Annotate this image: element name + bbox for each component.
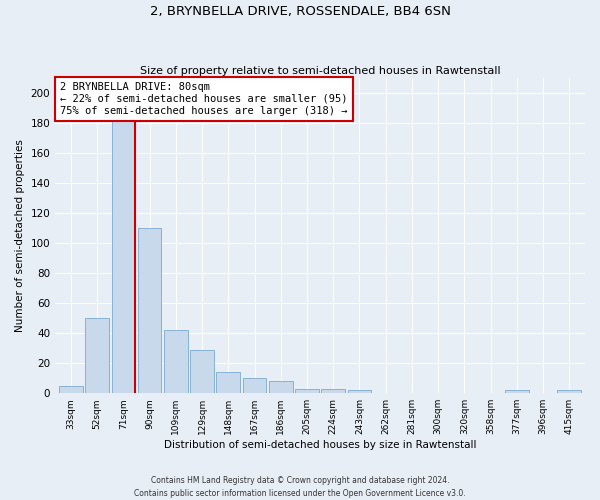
Bar [190,350,214,393]
Bar [269,381,293,393]
Bar [164,330,188,393]
Bar [243,378,266,393]
Text: 2 BRYNBELLA DRIVE: 80sqm
← 22% of semi-detached houses are smaller (95)
75% of s: 2 BRYNBELLA DRIVE: 80sqm ← 22% of semi-d… [61,82,348,116]
Text: Contains HM Land Registry data © Crown copyright and database right 2024.
Contai: Contains HM Land Registry data © Crown c… [134,476,466,498]
Bar [295,388,319,393]
Bar [505,390,529,393]
Bar [112,108,135,393]
Bar [217,372,240,393]
Title: Size of property relative to semi-detached houses in Rawtenstall: Size of property relative to semi-detach… [140,66,500,76]
Bar [347,390,371,393]
Y-axis label: Number of semi-detached properties: Number of semi-detached properties [15,139,25,332]
Bar [85,318,109,393]
Bar [557,390,581,393]
Bar [59,386,83,393]
Bar [322,388,345,393]
Text: 2, BRYNBELLA DRIVE, ROSSENDALE, BB4 6SN: 2, BRYNBELLA DRIVE, ROSSENDALE, BB4 6SN [149,5,451,18]
Bar [138,228,161,393]
X-axis label: Distribution of semi-detached houses by size in Rawtenstall: Distribution of semi-detached houses by … [164,440,476,450]
